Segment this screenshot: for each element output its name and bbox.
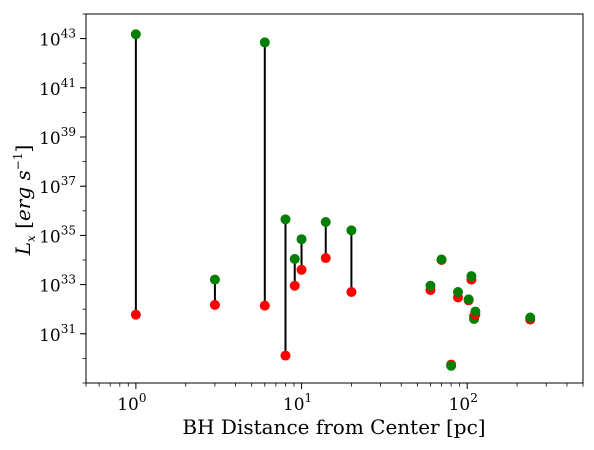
x-tick-label: 101 (283, 391, 312, 415)
green-point (280, 214, 291, 225)
y-axis-ticks: 1031 1033 1035 1037 1039 1041 1043 (39, 13, 86, 384)
green-point (259, 37, 270, 48)
svg-text:Lx [erg s−1]: Lx [erg s−1] (11, 145, 38, 257)
green-point (320, 217, 331, 228)
green-point (436, 254, 447, 265)
x-axis-label: BH Distance from Center [pc] (182, 415, 485, 439)
green-point (470, 306, 481, 317)
red-point (346, 287, 357, 298)
red-point (209, 299, 220, 310)
green-point (453, 287, 464, 298)
green-point (525, 312, 536, 323)
red-point (320, 253, 331, 264)
y-tick-label: 1035 (39, 223, 76, 247)
y-tick-label: 1033 (39, 273, 76, 297)
red-point (296, 264, 307, 275)
y-tick-label: 1039 (39, 125, 76, 149)
y-axis-label: Lx [erg s−1] (11, 145, 38, 257)
green-point (130, 29, 141, 40)
red-point (130, 309, 141, 320)
x-tick-label: 102 (449, 391, 478, 415)
x-axis-ticks: 100 101 102 (85, 383, 584, 415)
red-point (259, 300, 270, 311)
y-tick-label: 1031 (39, 322, 76, 346)
y-tick-label: 1037 (39, 174, 76, 198)
green-point (209, 274, 220, 285)
plot-area (85, 13, 584, 384)
green-point (463, 294, 474, 305)
green-point (289, 253, 300, 264)
data-points (130, 29, 536, 371)
green-point (296, 234, 307, 245)
red-point (289, 280, 300, 291)
y-tick-label: 1043 (39, 27, 76, 51)
red-point (280, 350, 291, 361)
green-point (466, 271, 477, 282)
x-tick-label: 100 (117, 391, 146, 415)
y-tick-label: 1041 (39, 76, 76, 100)
green-point (346, 225, 357, 236)
green-point (425, 280, 436, 291)
green-point (446, 360, 457, 371)
